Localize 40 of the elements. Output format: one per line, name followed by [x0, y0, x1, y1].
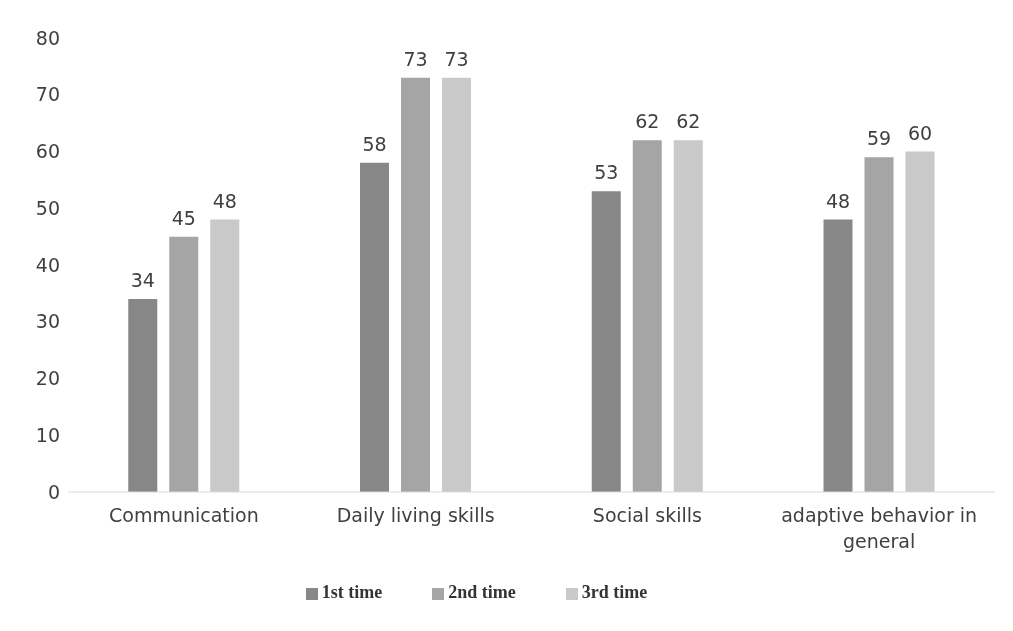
data-label: 34 — [130, 269, 155, 292]
bar — [360, 162, 390, 492]
bar — [591, 191, 621, 492]
data-label: 60 — [907, 121, 933, 144]
y-tick-label: 20 — [35, 367, 60, 390]
data-label: 45 — [171, 206, 196, 229]
y-tick-label: 40 — [35, 253, 60, 276]
bar — [905, 151, 935, 492]
data-label: 73 — [444, 47, 469, 70]
y-tick-label: 80 — [35, 26, 60, 49]
y-tick-label: 60 — [35, 140, 60, 163]
bar — [864, 157, 894, 492]
y-tick-label: 70 — [35, 83, 60, 106]
bar — [169, 236, 199, 492]
data-label: 59 — [866, 127, 892, 150]
x-tick-label: Social skills — [592, 504, 702, 526]
data-label: 62 — [676, 110, 701, 133]
x-tick-label: Daily living skills — [336, 504, 495, 526]
data-label: 53 — [594, 161, 619, 184]
data-label: 73 — [403, 47, 428, 70]
data-label: 48 — [212, 189, 237, 212]
y-tick-label: 50 — [35, 196, 60, 219]
x-tick-label: Communication — [108, 504, 259, 526]
bar — [632, 140, 662, 492]
data-label: 58 — [362, 132, 387, 155]
bar — [210, 219, 240, 492]
y-tick-label: 30 — [35, 310, 60, 333]
bar — [823, 219, 853, 492]
y-tick-label: 0 — [47, 480, 60, 503]
legend-label: 2nd time — [448, 582, 516, 602]
x-tick-label: adaptive behavior in general — [781, 504, 978, 552]
bar — [442, 77, 472, 492]
bar — [401, 77, 431, 492]
bar — [673, 140, 703, 492]
data-label: 62 — [635, 110, 660, 133]
y-tick-label: 10 — [35, 423, 60, 446]
data-label: 48 — [825, 189, 851, 212]
bar — [128, 299, 158, 492]
legend-label: 3rd time — [581, 582, 648, 602]
legend-label: 1st time — [321, 582, 383, 602]
